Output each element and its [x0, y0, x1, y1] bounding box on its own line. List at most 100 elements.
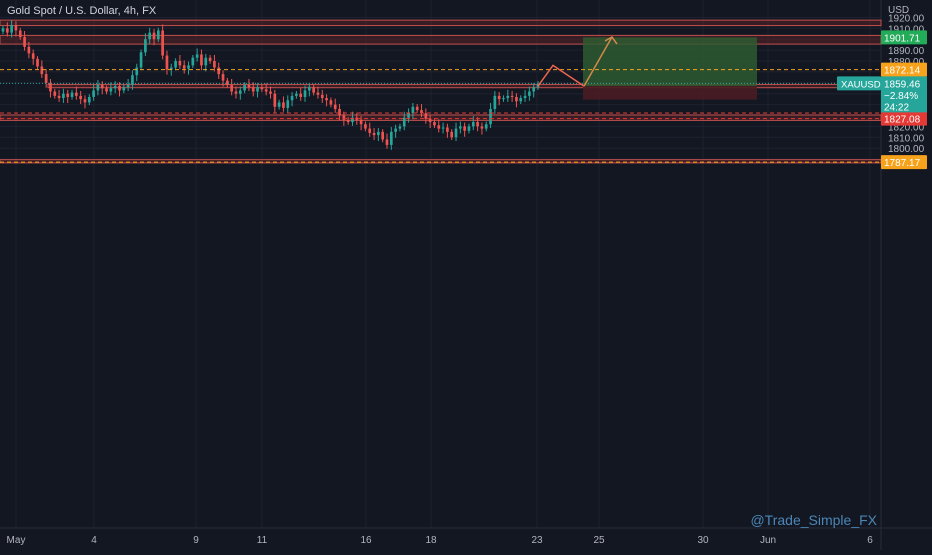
- position-stop-zone: [583, 86, 757, 100]
- candle-body: [113, 86, 117, 89]
- candle-body: [519, 98, 523, 102]
- candle: [62, 88, 65, 103]
- candle-body: [243, 84, 246, 91]
- candle: [364, 121, 367, 132]
- candle: [389, 126, 393, 150]
- candle: [312, 84, 315, 96]
- candle: [256, 83, 259, 98]
- price-label-bg: [881, 30, 927, 45]
- candle: [307, 83, 311, 97]
- candle: [182, 60, 186, 74]
- candle: [18, 27, 22, 40]
- candle-body: [156, 30, 160, 40]
- candle: [238, 86, 242, 100]
- y-tick-label: 1800.00: [888, 144, 925, 155]
- candle-body: [377, 131, 380, 136]
- candle-body: [342, 115, 346, 120]
- candle: [510, 90, 514, 102]
- candle-body: [329, 100, 333, 105]
- candle: [368, 122, 372, 137]
- price-label-text: 1787.17: [884, 158, 921, 169]
- candle-body: [5, 28, 9, 33]
- candle: [1, 25, 5, 35]
- candle: [40, 60, 44, 78]
- candle: [135, 63, 139, 82]
- candle-body: [497, 95, 501, 100]
- candle: [178, 55, 182, 70]
- candle: [333, 98, 337, 113]
- candle: [480, 122, 484, 135]
- y-tick-label: 1810.00: [888, 133, 925, 144]
- candle-body: [118, 86, 121, 91]
- candle-body: [484, 124, 488, 129]
- x-tick-label: 4: [91, 535, 97, 546]
- candle-body: [463, 126, 466, 131]
- candle: [523, 89, 527, 102]
- candle: [515, 93, 518, 108]
- candle-body: [333, 104, 337, 109]
- candle: [441, 122, 445, 134]
- candle-body: [49, 82, 52, 92]
- candle: [303, 85, 307, 102]
- projection-arrow: [583, 36, 613, 87]
- candle: [316, 86, 320, 99]
- candle-body: [87, 96, 91, 103]
- candle: [269, 86, 272, 99]
- candle-body: [234, 91, 238, 94]
- candle-body: [238, 90, 242, 94]
- candle: [277, 99, 281, 110]
- candle-body: [62, 93, 65, 99]
- candle-body: [454, 128, 458, 138]
- candle-body: [467, 126, 471, 131]
- price-label: 1827.08: [881, 111, 927, 126]
- candle-body: [27, 46, 31, 54]
- candle-body: [144, 39, 147, 53]
- candle-body: [303, 90, 307, 97]
- candle: [299, 87, 303, 101]
- candle-body: [428, 118, 432, 123]
- last-price-bg: [881, 76, 927, 113]
- candle-body: [139, 52, 143, 68]
- last-price-change: −2.84%: [884, 91, 918, 102]
- candle-body: [204, 57, 208, 66]
- candle: [528, 86, 531, 101]
- candle: [247, 78, 251, 91]
- last-price-badge: XAUUSD 1859.46−2.84%24:22: [837, 76, 927, 113]
- candle-body: [260, 87, 264, 90]
- candle: [70, 89, 74, 100]
- candle: [467, 123, 471, 134]
- candle-body: [191, 57, 195, 66]
- candle: [251, 82, 255, 97]
- candle: [5, 22, 9, 37]
- candle-body: [44, 74, 48, 83]
- candle: [221, 70, 225, 87]
- candle-body: [282, 102, 285, 108]
- candle-body: [251, 87, 255, 92]
- candle: [234, 86, 238, 99]
- candle: [385, 133, 389, 149]
- candle: [230, 78, 234, 96]
- candle-body: [437, 125, 441, 129]
- candle-body: [307, 87, 311, 91]
- candle: [394, 124, 397, 138]
- candle: [484, 121, 488, 132]
- candle: [191, 55, 195, 69]
- candle-body: [31, 53, 35, 59]
- price-label-bg: [881, 111, 927, 126]
- candle: [320, 89, 324, 103]
- candle-body: [372, 132, 376, 136]
- last-price-countdown: 24:22: [884, 102, 909, 113]
- candle-body: [338, 108, 341, 116]
- candle: [87, 94, 91, 106]
- candle: [44, 69, 48, 88]
- candle-body: [441, 127, 445, 129]
- candle-body: [433, 122, 436, 126]
- candle: [532, 83, 536, 98]
- candle-body: [269, 91, 272, 94]
- candle: [131, 70, 134, 90]
- price-label-bg: [881, 62, 927, 77]
- candle-body: [316, 92, 320, 95]
- candle: [506, 89, 510, 102]
